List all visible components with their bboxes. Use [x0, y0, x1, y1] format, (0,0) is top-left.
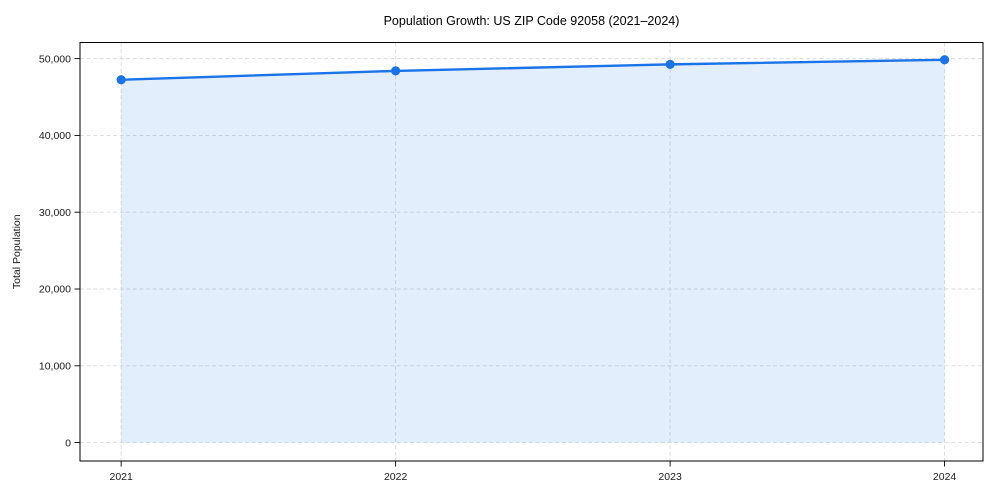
- area-fill: [121, 59, 945, 443]
- y-tick-label: 40,000: [39, 130, 71, 142]
- y-tick-label: 30,000: [39, 207, 71, 219]
- gridlines: [80, 42, 983, 461]
- x-tick-label: 2024: [933, 471, 957, 483]
- y-tick-label: 0: [65, 437, 71, 449]
- y-tick-labels: 0 10,000 20,000 30,000 40,000 50,000: [39, 53, 71, 449]
- trend-line: [119, 58, 946, 81]
- y-axis-label: Total Population: [11, 214, 23, 289]
- data-point: [391, 66, 401, 76]
- x-tick-labels: 2021 2022 2023 2024: [109, 471, 956, 483]
- axis-ticks: [74, 58, 946, 467]
- chart-title: Population Growth: US ZIP Code 92058 (20…: [384, 14, 680, 28]
- plot-area: [80, 42, 983, 461]
- plot-border: [79, 42, 984, 462]
- y-tick-label: 20,000: [39, 284, 71, 296]
- x-tick-label: 2022: [384, 471, 408, 483]
- data-point: [116, 75, 126, 85]
- data-point: [939, 55, 950, 65]
- data-point: [665, 59, 675, 69]
- x-tick-label: 2021: [109, 471, 133, 483]
- y-tick-label: 50,000: [39, 53, 71, 65]
- y-tick-label: 10,000: [39, 360, 71, 372]
- data-points: [116, 55, 950, 85]
- x-tick-label: 2023: [658, 471, 682, 483]
